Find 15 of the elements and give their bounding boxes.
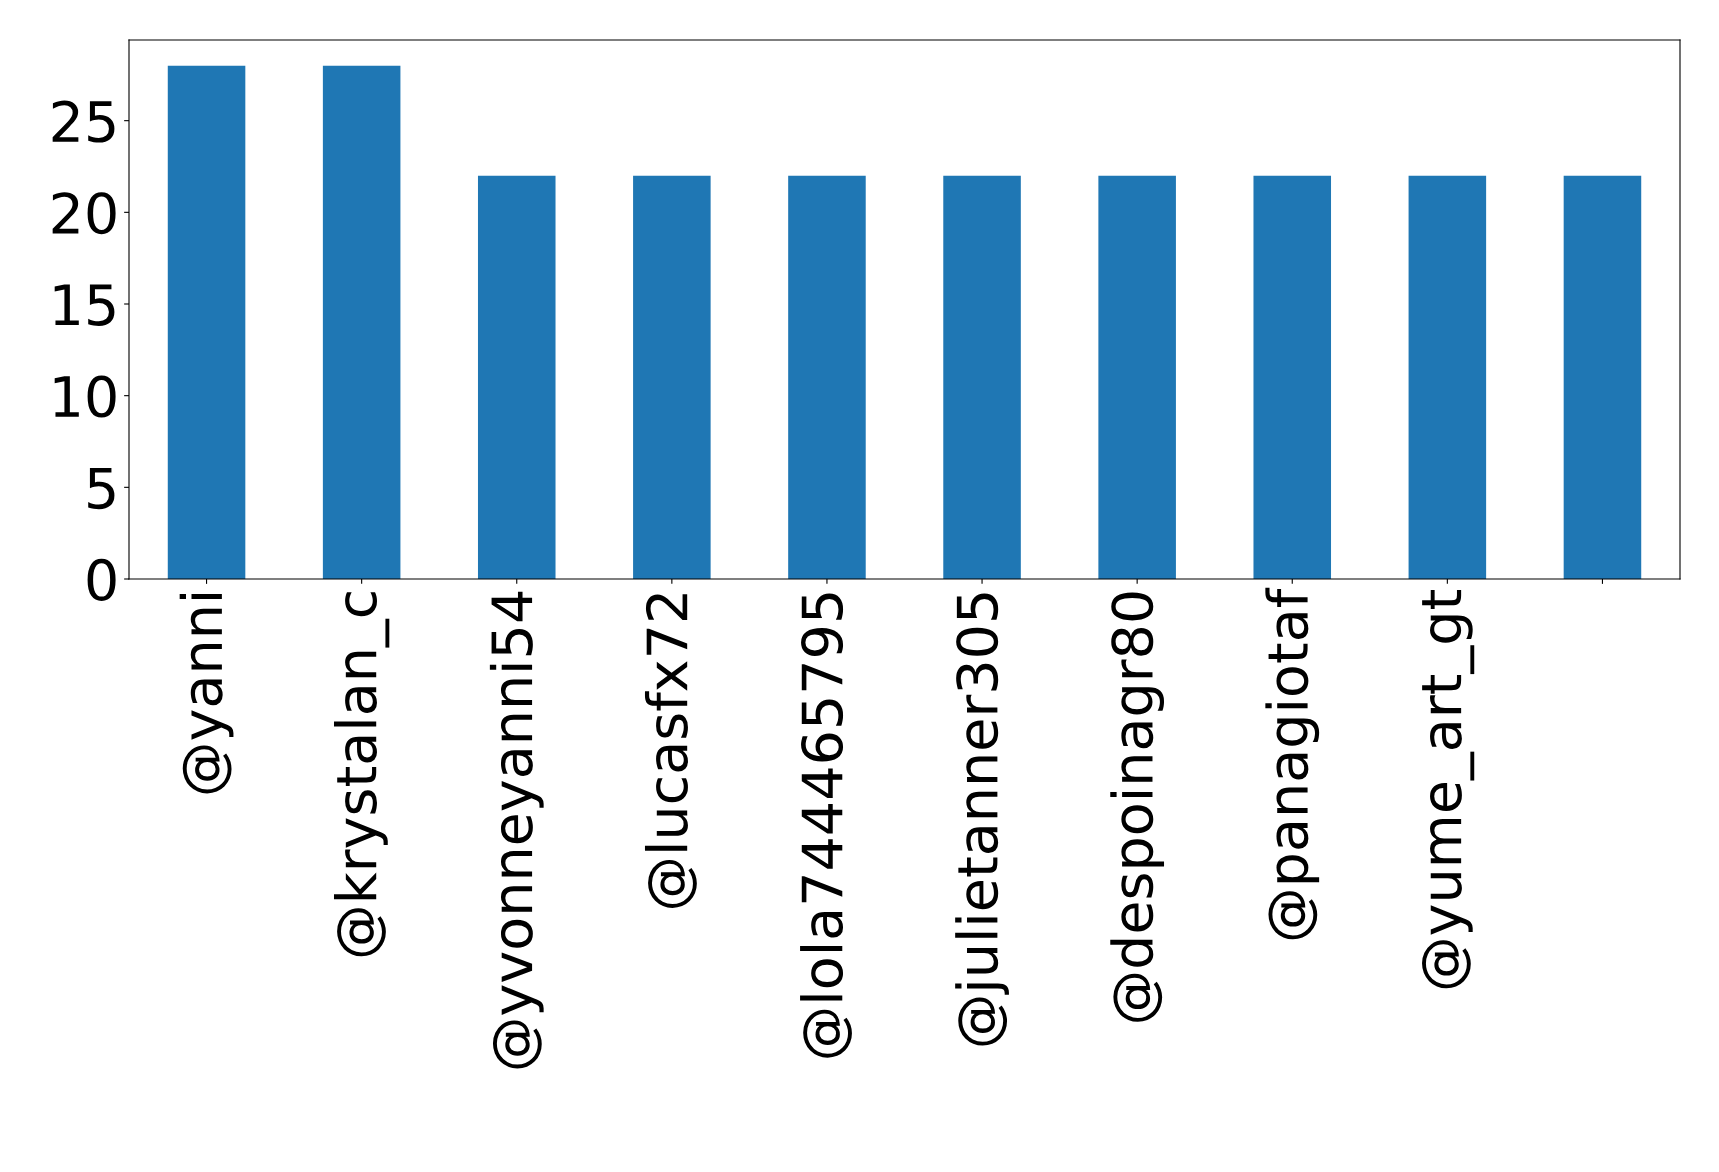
x-tick-label: @julietanner305: [955, 593, 1009, 1046]
y-tick-label: 15: [54, 284, 115, 326]
x-tick-label: @yume_art_gt: [1422, 590, 1475, 989]
y-tick-label: 0: [87, 558, 116, 601]
x-tick-label: @yanni: [179, 593, 234, 794]
y-tick-label: 5: [88, 467, 115, 510]
x-tick-label: @lola744465795: [800, 593, 852, 1058]
y-tick-label: 25: [52, 100, 115, 143]
y-tick-label: 20: [52, 192, 116, 235]
x-tick-label: @krystalan_c: [333, 592, 390, 957]
x-tick-label: @yvonneyanni54: [489, 591, 544, 1069]
x-tick-label: @lucasfx72: [644, 594, 697, 908]
x-tick-label: @despoinagr80: [1110, 592, 1165, 1022]
x-tick-label: @panagiotaf: [1265, 587, 1320, 940]
y-tick-label: 10: [54, 375, 116, 418]
